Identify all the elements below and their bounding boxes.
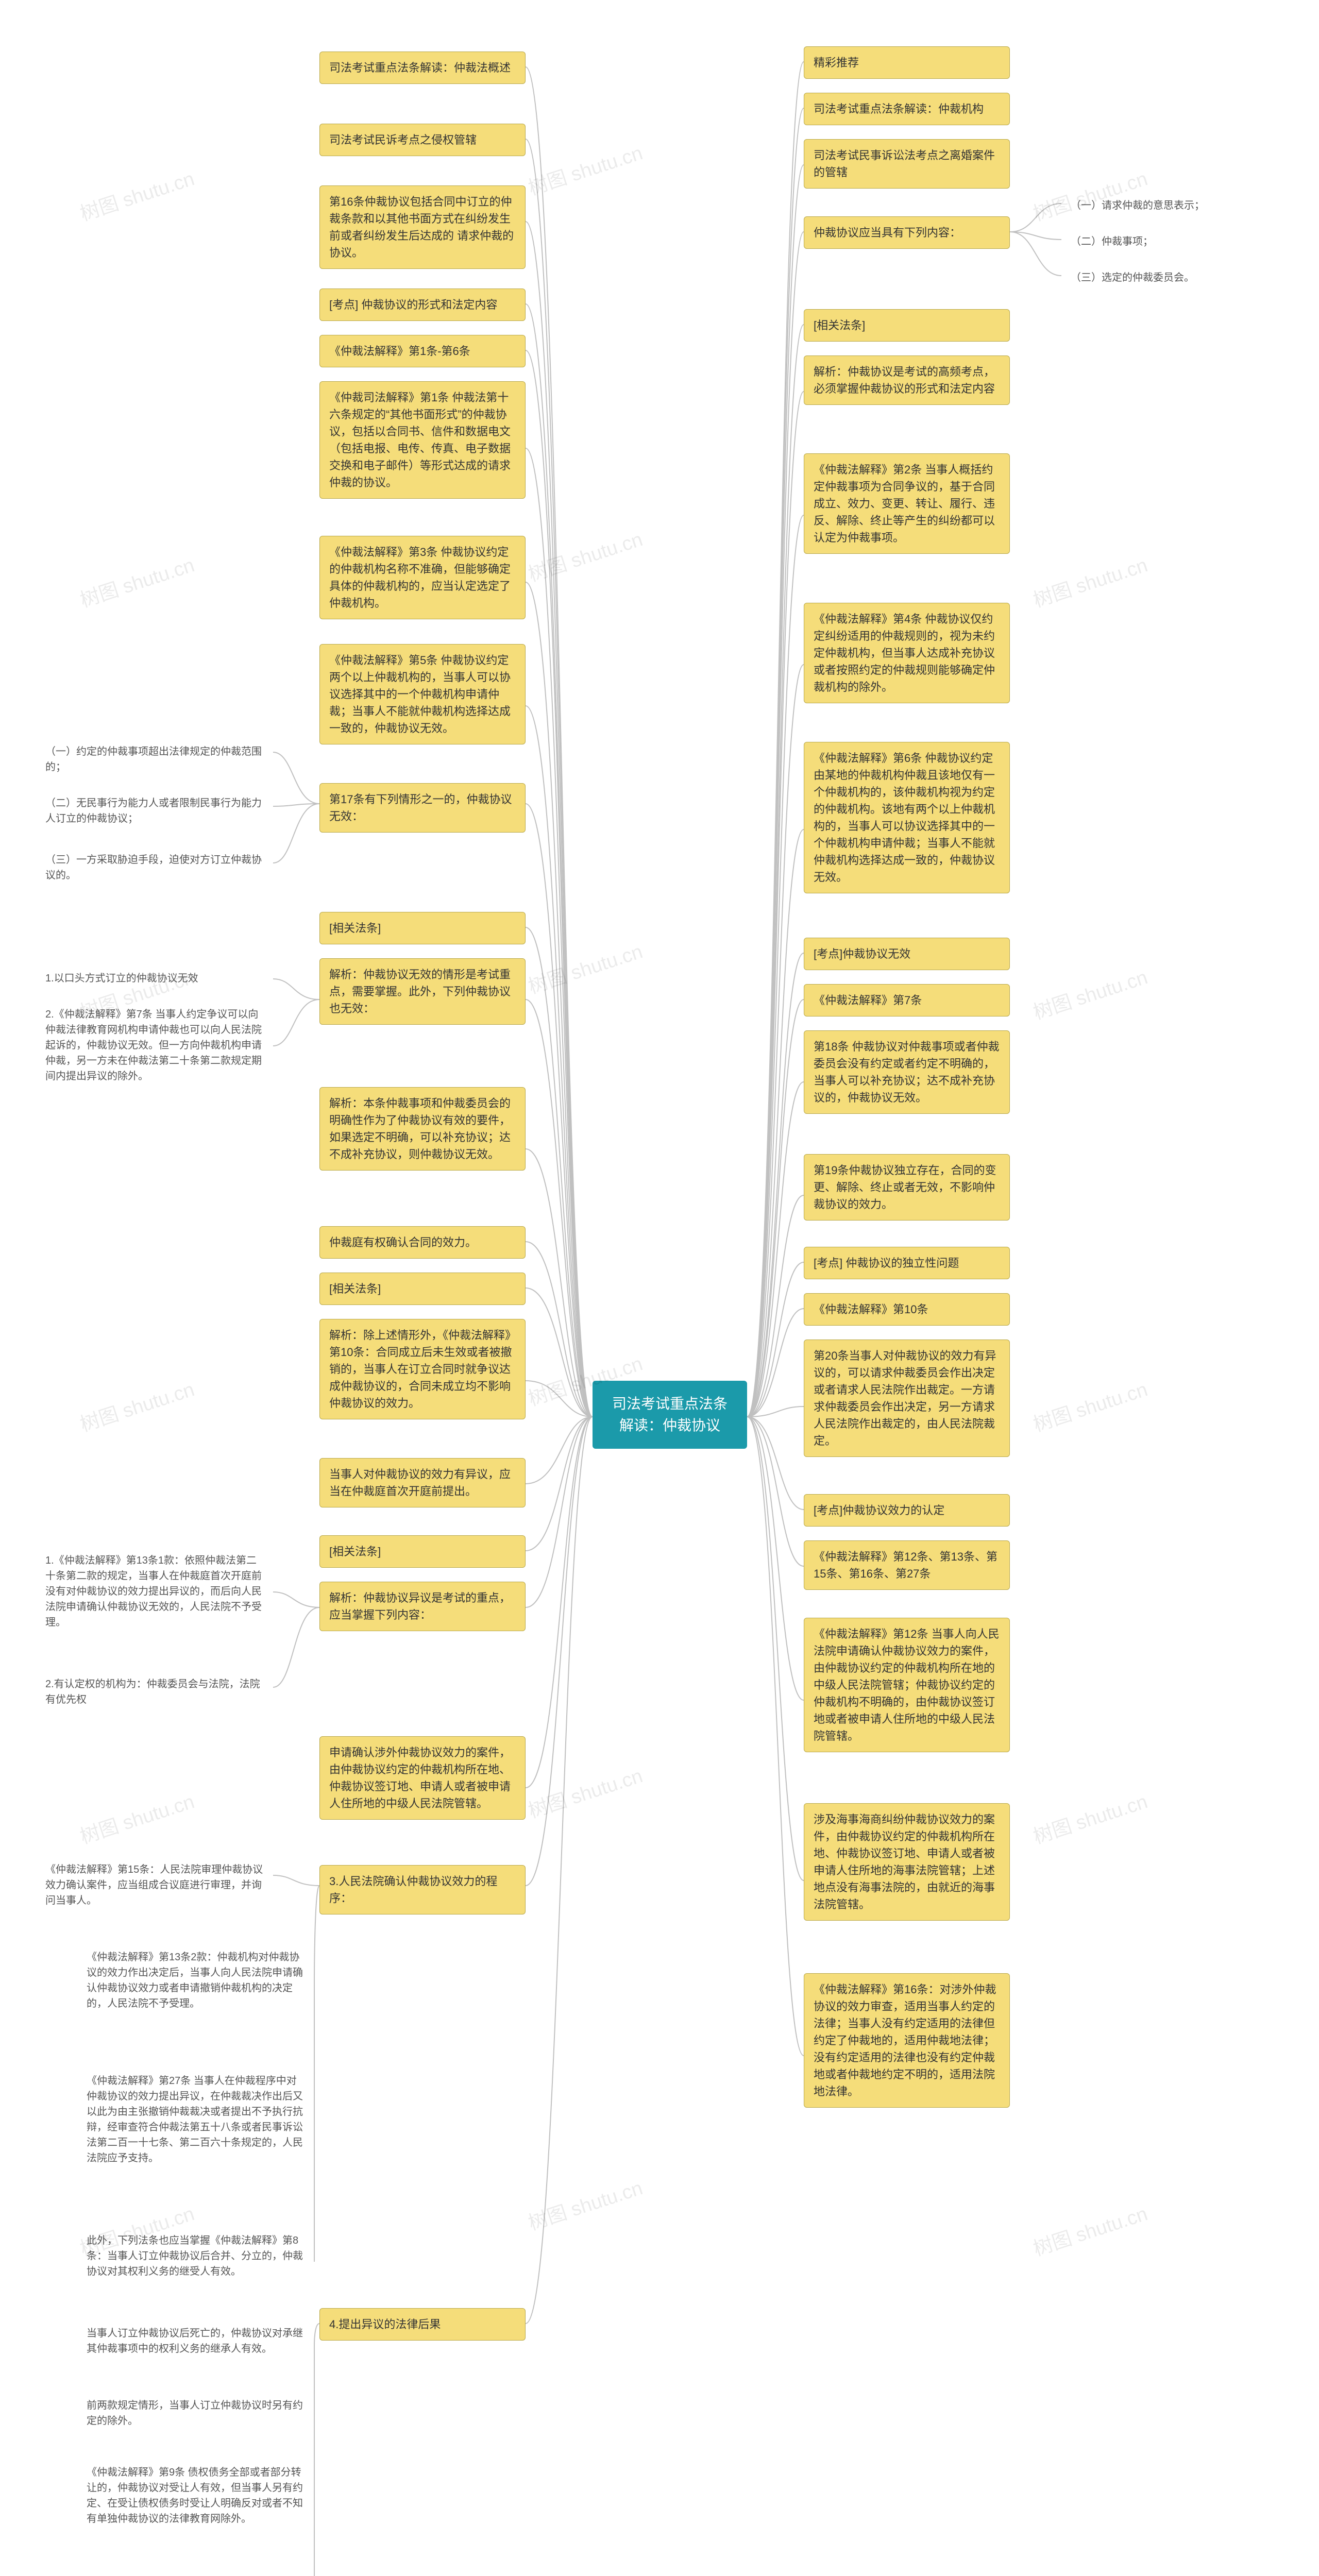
watermark-text: 树图 shutu.cn (524, 523, 646, 587)
watermark-text: 树图 shutu.cn (76, 1374, 197, 1437)
left-node: 《仲裁法解释》第5条 仲裁协议约定两个以上仲裁机构的，当事人可以协议选择其中的一… (319, 644, 526, 744)
left-node: 《仲裁法解释》第1条-第6条 (319, 335, 526, 367)
left-node: 当事人对仲裁协议的效力有异议，应当在仲裁庭首次开庭前提出。 (319, 1458, 526, 1507)
right-node: 第18条 仲裁协议对仲裁事项或者仲裁委员会没有约定或者约定不明确的，当事人可以补… (804, 1030, 1010, 1114)
right-node: 第19条仲裁协议独立存在，合同的变更、解除、终止或者无效，不影响仲裁协议的效力。 (804, 1154, 1010, 1221)
left-node: [相关法条] (319, 912, 526, 944)
left-node: 《仲裁法解释》第3条 仲裁协议约定的仲裁机构名称不准确，但能够确定具体的仲裁机构… (319, 536, 526, 619)
right-node: 精彩推荐 (804, 46, 1010, 79)
left-node: 前两款规定情形，当事人订立仲裁协议时另有约定的除外。 (77, 2391, 314, 2436)
left-node: [相关法条] (319, 1535, 526, 1568)
right-node: （三）选定的仲裁委员会。 (1061, 263, 1267, 293)
watermark-text: 树图 shutu.cn (1029, 1786, 1151, 1849)
left-node: （二）无民事行为能力人或者限制民事行为能力人订立的仲裁协议； (36, 788, 273, 834)
right-node: 《仲裁法解释》第4条 仲裁协议仅约定纠纷适用的仲裁规则的，视为未约定仲裁机构，但… (804, 603, 1010, 703)
left-node: （一）约定的仲裁事项超出法律规定的仲裁范围的； (36, 737, 273, 782)
watermark-text: 树图 shutu.cn (1029, 549, 1151, 613)
right-node: （二）仲裁事项； (1061, 227, 1267, 257)
watermark-text: 树图 shutu.cn (1029, 1374, 1151, 1437)
right-node: 《仲裁法解释》第16条：对涉外仲裁协议的效力审查，适用当事人约定的法律；当事人没… (804, 1973, 1010, 2108)
right-node: 《仲裁法解释》第12条、第13条、第15条、第16条、第27条 (804, 1540, 1010, 1590)
left-node: 此外，下列法条也应当掌握《仲裁法解释》第8条：当事人订立仲裁协议后合并、分立的，… (77, 2226, 314, 2286)
watermark-text: 树图 shutu.cn (76, 163, 197, 226)
left-node: 1.《仲裁法解释》第13条1款：依照仲裁法第二十条第二款的规定，当事人在仲裁庭首… (36, 1546, 273, 1637)
watermark-text: 树图 shutu.cn (524, 1760, 646, 1823)
left-node: 《仲裁司法解释》第1条 仲裁法第十六条规定的“其他书面形式”的仲裁协议，包括以合… (319, 381, 526, 499)
mindmap-canvas: 司法考试重点法条解读：仲裁协议 司法考试重点法条解读：仲裁法概述司法考试民诉考点… (0, 0, 1319, 2576)
left-node: 2.《仲裁法解释》第7条 当事人约定争议可以向仲裁法律教育网机构申请仲裁也可以向… (36, 999, 273, 1091)
left-node: 解析：仲裁协议异议是考试的重点，应当掌握下列内容： (319, 1582, 526, 1631)
left-node: 3.人民法院确认仲裁协议效力的程序： (319, 1865, 526, 1914)
right-node: 《仲裁法解释》第6条 仲裁协议约定由某地的仲裁机构仲裁且该地仅有一个仲裁机构的，… (804, 742, 1010, 893)
left-node: [相关法条] (319, 1273, 526, 1305)
left-node: 1.以口头方式订立的仲裁协议无效 (36, 963, 273, 993)
right-node: 《仲裁法解释》第7条 (804, 984, 1010, 1016)
right-node: 《仲裁法解释》第10条 (804, 1293, 1010, 1326)
left-node: 第17条有下列情形之一的，仲裁协议无效： (319, 783, 526, 833)
right-node: 司法考试重点法条解读：仲裁机构 (804, 93, 1010, 125)
watermark-text: 树图 shutu.cn (524, 137, 646, 200)
left-node: 解析：本条仲裁事项和仲裁委员会的明确性作为了仲裁协议有效的要件，如果选定不明确，… (319, 1087, 526, 1171)
left-node: 司法考试重点法条解读：仲裁法概述 (319, 52, 526, 84)
watermark-text: 树图 shutu.cn (76, 549, 197, 613)
left-node: 第16条仲裁协议包括合同中订立的仲裁条款和以其他书面方式在纠纷发生前或者纠纷发生… (319, 185, 526, 269)
left-node: 解析：除上述情形外，《仲裁法解释》第10条：合同成立后未生效或者被撤销的，当事人… (319, 1319, 526, 1419)
left-node: 《仲裁法解释》第13条2款：仲裁机构对仲裁协议的效力作出决定后，当事人向人民法院… (77, 1942, 314, 2019)
right-node: （一）请求仲裁的意思表示； (1061, 191, 1267, 221)
connector-lines (0, 0, 1319, 2576)
right-node: 涉及海事海商纠纷仲裁协议效力的案件，由仲裁协议约定的仲裁机构所在地、仲裁协议签订… (804, 1803, 1010, 1921)
watermark-text: 树图 shutu.cn (76, 1786, 197, 1849)
right-node: 《仲裁法解释》第12条 当事人向人民法院申请确认仲裁协议效力的案件，由仲裁协议约… (804, 1618, 1010, 1752)
left-node: （三）一方采取胁迫手段，迫使对方订立仲裁协议的。 (36, 845, 273, 890)
watermark-text: 树图 shutu.cn (524, 2172, 646, 2235)
right-node: 仲裁协议应当具有下列内容： (804, 216, 1010, 249)
watermark-text: 树图 shutu.cn (524, 936, 646, 999)
left-node: 仲裁庭有权确认合同的效力。 (319, 1226, 526, 1259)
left-node: 解析：仲裁协议无效的情形是考试重点，需要掌握。此外，下列仲裁协议也无效： (319, 958, 526, 1025)
right-node: [考点] 仲裁协议的独立性问题 (804, 1247, 1010, 1279)
right-node: 《仲裁法解释》第2条 当事人概括约定仲裁事项为合同争议的，基于合同成立、效力、变… (804, 453, 1010, 554)
watermark-text: 树图 shutu.cn (1029, 961, 1151, 1025)
right-node: 司法考试民事诉讼法考点之离婚案件的管辖 (804, 139, 1010, 189)
left-node: 《仲裁法解释》第15条：人民法院审理仲裁协议效力确认案件，应当组成合议庭进行审理… (36, 1855, 273, 1916)
left-node: 2.有认定权的机构为：仲裁委员会与法院，法院有优先权 (36, 1669, 273, 1715)
right-node: 解析：仲裁协议是考试的高频考点，必须掌握仲裁协议的形式和法定内容 (804, 355, 1010, 405)
left-node: 当事人订立仲裁协议后死亡的，仲裁协议对承继其仲裁事项中的权利义务的继承人有效。 (77, 2318, 314, 2364)
left-node: 《仲裁法解释》第9条 债权债务全部或者部分转让的，仲裁协议对受让人有效，但当事人… (77, 2458, 314, 2534)
right-node: [相关法条] (804, 309, 1010, 342)
watermark-text: 树图 shutu.cn (1029, 2198, 1151, 2261)
left-node: 《仲裁法解释》第27条 当事人在仲裁程序中对仲裁协议的效力提出异议，在仲裁裁决作… (77, 2066, 314, 2173)
left-node: 司法考试民诉考点之侵权管辖 (319, 124, 526, 156)
right-node: 第20条当事人对仲裁协议的效力有异议的，可以请求仲裁委员会作出决定或者请求人民法… (804, 1340, 1010, 1457)
left-node: [考点] 仲裁协议的形式和法定内容 (319, 289, 526, 321)
right-node: [考点]仲裁协议效力的认定 (804, 1494, 1010, 1527)
center-node: 司法考试重点法条解读：仲裁协议 (593, 1381, 747, 1449)
left-node: 申请确认涉外仲裁协议效力的案件，由仲裁协议约定的仲裁机构所在地、仲裁协议签订地、… (319, 1736, 526, 1820)
left-node: 4.提出异议的法律后果 (319, 2308, 526, 2341)
right-node: [考点]仲裁协议无效 (804, 938, 1010, 970)
